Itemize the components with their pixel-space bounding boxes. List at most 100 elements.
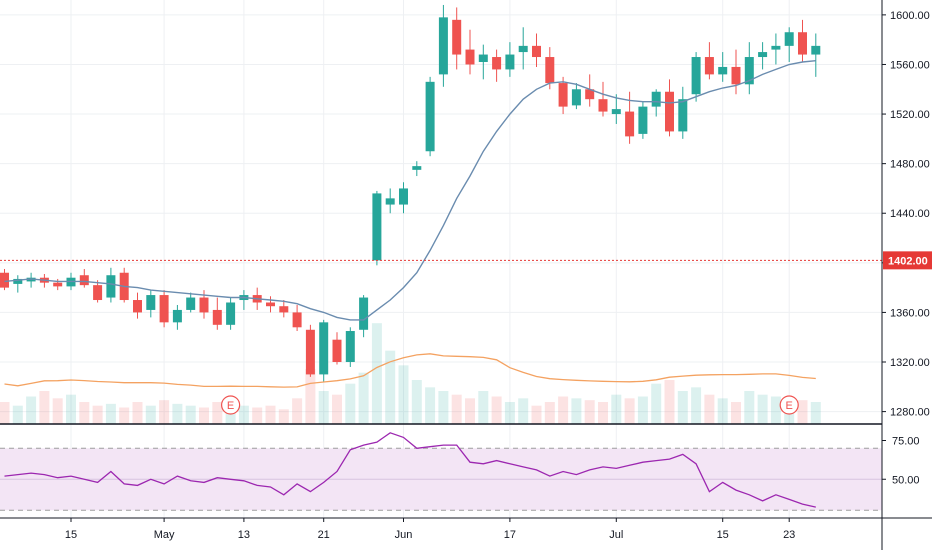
candle-body	[598, 99, 608, 112]
candle-body	[704, 57, 714, 75]
volume-bar	[491, 396, 502, 424]
volume-bar	[385, 350, 396, 424]
volume-bar	[265, 405, 276, 424]
candle-body	[691, 57, 701, 95]
candle-body	[718, 66, 728, 75]
candle-body	[545, 57, 555, 84]
volume-bar	[598, 402, 608, 424]
candle-body	[412, 166, 422, 170]
candle-body	[532, 45, 541, 58]
time-tick-label: 17	[504, 529, 516, 541]
candle-body	[611, 109, 621, 115]
earnings-marker-circle	[221, 395, 241, 415]
candle-body	[172, 309, 182, 323]
volume-bar	[172, 403, 183, 424]
candle-body	[465, 49, 475, 65]
volume-bar	[92, 405, 103, 424]
volume-bar	[624, 398, 635, 424]
candle-body	[492, 57, 502, 70]
price-tick-label: 1600.00	[890, 10, 930, 22]
candle-body	[558, 83, 568, 107]
candle-body	[811, 45, 821, 55]
price-tick-label: 1320.00	[890, 357, 930, 369]
candle-body	[771, 45, 781, 50]
earnings-marker-label: E	[227, 400, 234, 412]
volume-bar	[145, 405, 156, 424]
last-price-badge: 1402.00	[883, 251, 932, 270]
rsi-tick-label: 75.00	[892, 436, 920, 448]
candle-body	[625, 111, 635, 137]
volume-bar	[398, 365, 409, 424]
volume-bar	[199, 407, 209, 424]
volume-bar	[651, 383, 662, 424]
last-price-badge-label: 1402.00	[888, 255, 928, 267]
candle-body	[13, 278, 23, 284]
grid	[0, 0, 882, 518]
time-tick-label: 23	[783, 529, 795, 541]
candle-body	[571, 89, 581, 106]
candle-body	[146, 295, 156, 310]
volume-bar	[79, 402, 90, 424]
candle-body	[731, 66, 741, 85]
time-tick-label: 21	[318, 529, 330, 541]
volume-bar	[664, 380, 675, 424]
candle-body	[518, 45, 528, 53]
candle-body	[758, 52, 768, 58]
volume-bar	[691, 387, 702, 424]
volume-bar	[518, 398, 529, 424]
price-axis-bg	[882, 0, 932, 550]
candle-body	[93, 285, 103, 301]
candle-body	[226, 302, 236, 325]
volume-bar	[345, 383, 356, 424]
earnings-marker: E	[221, 395, 241, 415]
candle-body	[332, 339, 342, 363]
volume-bar	[411, 380, 422, 424]
candle-body	[638, 106, 648, 134]
volume-bar	[105, 403, 116, 424]
candle-body	[478, 54, 488, 62]
price-tick-label: 1360.00	[890, 307, 930, 319]
rsi-tick-label: 50.00	[892, 474, 920, 486]
candle-body	[651, 91, 661, 107]
price-tick-label: 1480.00	[890, 159, 930, 171]
volume-bar	[704, 394, 715, 424]
candle-body	[199, 297, 209, 313]
rsi-line	[4, 432, 816, 508]
candle-body	[212, 309, 222, 325]
volume-bar	[770, 396, 781, 424]
time-tick-label: 13	[238, 529, 250, 541]
volume-bar	[744, 391, 755, 424]
moving-average-line	[4, 60, 816, 321]
volume-bar	[504, 402, 515, 424]
candle-body	[359, 297, 369, 330]
volume-bar	[0, 402, 10, 424]
earnings-marker: E	[779, 395, 799, 415]
volume-bar	[212, 402, 223, 424]
volume-bars	[0, 323, 821, 424]
volume-bar	[571, 398, 582, 424]
candle-body	[744, 57, 754, 85]
candle-body	[133, 300, 142, 313]
volume-bar	[757, 394, 768, 424]
volume-bar	[478, 391, 489, 424]
volume-bar	[132, 402, 143, 424]
volume-bar	[238, 405, 249, 424]
volume-bar	[438, 391, 449, 424]
volume-bar	[12, 405, 23, 424]
candle-body	[186, 297, 196, 310]
candle-body	[372, 193, 382, 261]
volume-bar	[39, 391, 50, 424]
volume-bar	[677, 391, 688, 424]
candle-body	[438, 17, 448, 75]
candle-body	[798, 32, 807, 55]
price-tick-label: 1440.00	[890, 208, 930, 220]
candle-body	[305, 329, 315, 375]
candle-body	[79, 275, 89, 286]
candle-body	[425, 81, 435, 152]
volume-bar	[797, 400, 808, 424]
last-price-badge-bg	[883, 251, 932, 270]
volume-bar	[371, 323, 382, 424]
